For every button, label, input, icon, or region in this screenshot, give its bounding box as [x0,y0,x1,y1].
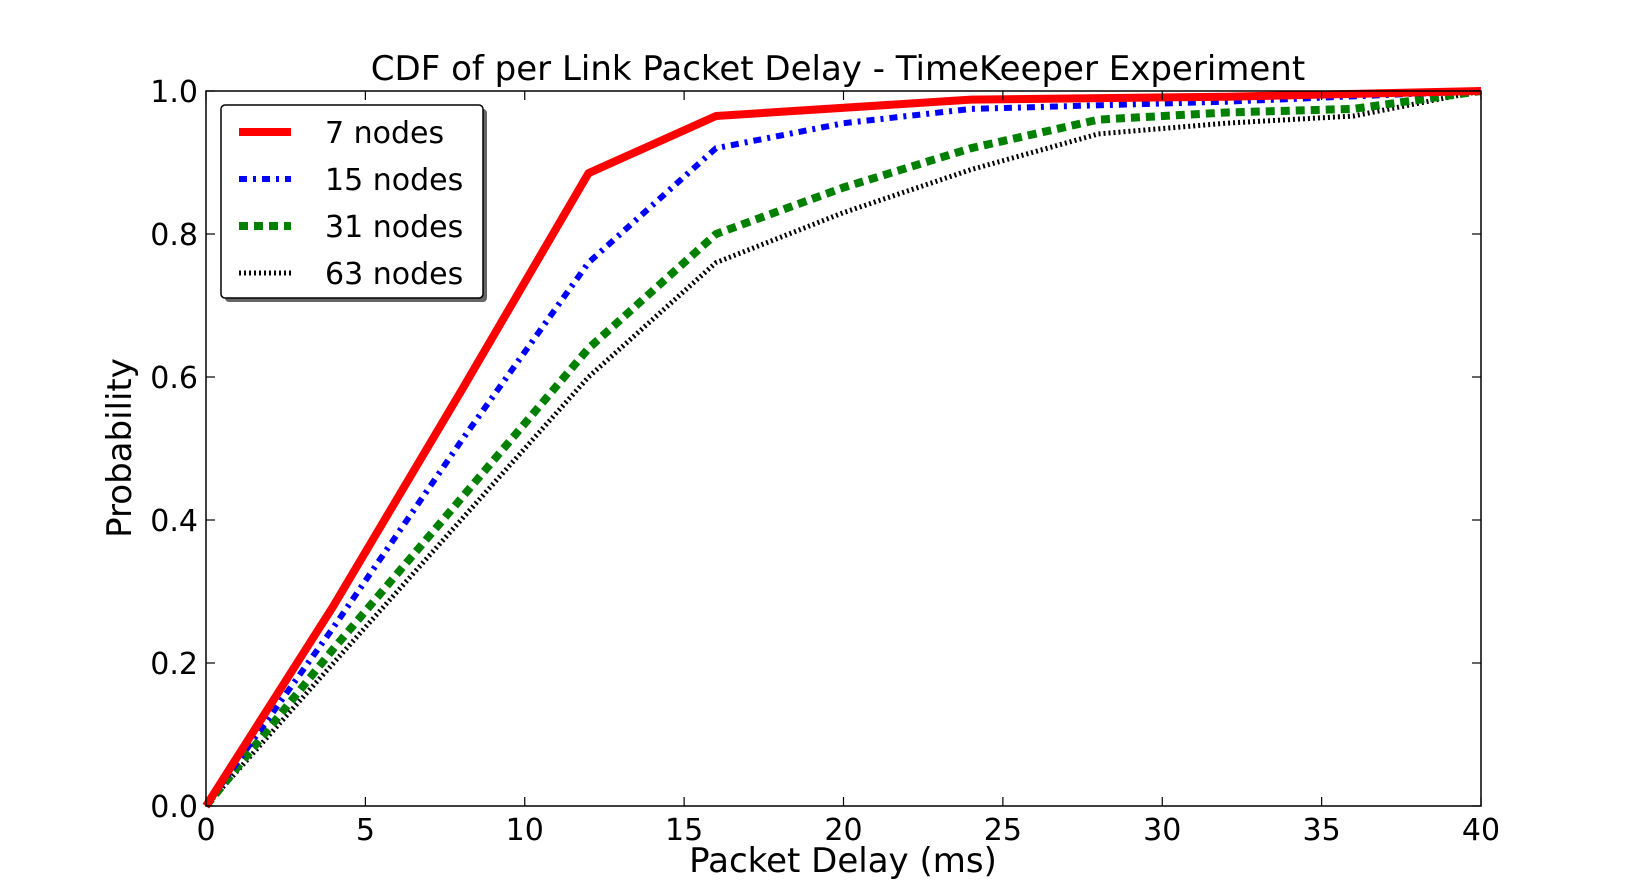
x-tick-label: 30 [1143,813,1181,848]
legend: 7 nodes 15 nodes 31 nodes 63 nodes [220,104,487,302]
series-line [202,87,1482,809]
y-tick-label: 0.6 [150,361,198,396]
tick-layer: 0 5 10 15 20 25 30 35 40 0.0 0.2 0.4 0.6 0.8 1.0 [150,75,1500,848]
series-line [204,88,1482,808]
x-tick-label: 25 [984,813,1022,848]
x-tick-label: 20 [824,813,862,848]
x-tick-label: 0 [196,813,215,848]
y-tick-label: 0.0 [150,790,198,825]
x-axis-label: Packet Delay (ms) [689,841,997,881]
series-line [203,88,1482,808]
y-tick-label: 1.0 [150,75,198,110]
legend-label: 63 nodes [325,257,463,292]
chart-title: CDF of per Link Packet Delay - TimeKeepe… [371,49,1305,89]
y-tick-label: 0.4 [150,504,198,539]
x-tick-label: 5 [356,813,375,848]
legend-box [220,104,484,299]
legend-label: 15 nodes [325,163,463,198]
x-tick-label: 10 [506,813,544,848]
x-tick-label: 15 [665,813,703,848]
y-tick-label: 0.8 [150,218,198,253]
x-tick-label: 35 [1303,813,1341,848]
legend-label: 7 nodes [325,116,444,151]
x-tick-label: 40 [1462,813,1500,848]
legend-label: 31 nodes [325,210,463,245]
y-tick-label: 0.2 [150,647,198,682]
series-layer [202,87,1482,809]
y-axis-label: Probability [100,358,140,538]
series-line [202,87,1482,809]
